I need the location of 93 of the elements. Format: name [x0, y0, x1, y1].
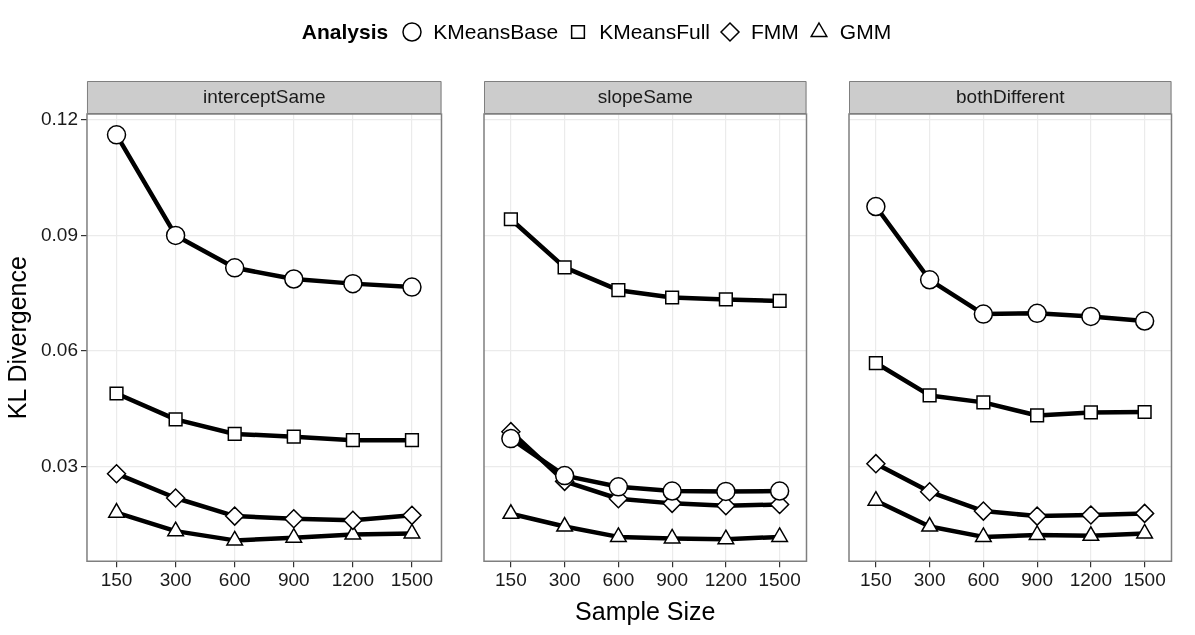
point: [224, 258, 245, 278]
x-tick-label: 300: [913, 568, 946, 590]
x-tick-label: 600: [967, 568, 1000, 590]
point: [611, 283, 626, 298]
point: [665, 290, 680, 305]
point: [608, 477, 629, 497]
x-tick-label: 900: [277, 568, 310, 590]
point: [976, 395, 991, 410]
point: [1027, 303, 1047, 324]
legend-label: GMM: [839, 20, 892, 44]
point: [866, 196, 886, 217]
point: [974, 527, 992, 543]
point: [609, 527, 627, 543]
legend-label: FMM: [751, 20, 799, 44]
point: [165, 488, 186, 508]
point: [1030, 408, 1045, 423]
y-tick-label: 0.03: [41, 454, 78, 476]
x-tick-label: 1500: [1123, 568, 1166, 590]
point: [227, 426, 242, 442]
point: [716, 481, 736, 502]
x-tick-label: 600: [602, 568, 635, 590]
point: [772, 293, 787, 309]
point: [167, 521, 185, 537]
point: [919, 482, 940, 502]
point: [501, 428, 521, 449]
point: [284, 269, 304, 289]
point: [1134, 311, 1155, 331]
point: [109, 386, 124, 401]
point: [717, 529, 735, 545]
point: [168, 412, 183, 427]
x-tick-label: 900: [1021, 568, 1053, 590]
point: [284, 509, 304, 529]
point: [868, 355, 883, 371]
y-tick-label: 0.09: [41, 223, 78, 245]
x-tick-label: 1500: [758, 568, 801, 590]
point: [106, 125, 127, 145]
legend-title: Analysis: [301, 20, 389, 44]
y-axis-title: KL Divergence: [2, 256, 31, 420]
point: [1137, 404, 1152, 420]
y-tick-label: 0.12: [41, 108, 78, 130]
x-tick-label: 1200: [331, 568, 375, 590]
x-tick-label: 300: [548, 568, 581, 590]
point: [557, 260, 572, 275]
x-tick-label: 1200: [704, 568, 748, 590]
point: [404, 433, 420, 448]
point: [973, 304, 994, 324]
legend-label: KMeansBase: [433, 20, 559, 44]
point: [1081, 306, 1101, 327]
point: [662, 481, 682, 501]
point: [919, 270, 940, 290]
point: [106, 463, 127, 484]
x-tick-label: 150: [495, 568, 527, 590]
point: [973, 501, 994, 521]
point: [769, 481, 790, 501]
point: [345, 433, 360, 448]
x-tick-label: 1200: [1069, 568, 1113, 590]
point: [343, 510, 363, 531]
point: [663, 528, 681, 544]
point: [867, 490, 885, 506]
point: [1081, 505, 1101, 525]
y-tick-label: 0.06: [41, 339, 78, 361]
point: [554, 465, 575, 486]
x-tick-label: 600: [218, 568, 251, 590]
point: [1082, 526, 1100, 542]
point: [921, 516, 939, 532]
point: [1083, 405, 1098, 420]
chart-title: slopeSame: [597, 86, 693, 108]
point: [866, 453, 886, 474]
x-tick-label: 900: [656, 568, 688, 590]
point: [502, 504, 520, 520]
point: [402, 277, 422, 297]
point: [922, 388, 937, 403]
point: [718, 292, 733, 307]
chart-title: interceptSame: [202, 86, 326, 108]
point: [556, 516, 574, 532]
legend-label: KMeansFull: [599, 20, 711, 44]
chart-title: bothDifferent: [956, 86, 1066, 108]
point: [1136, 523, 1154, 539]
point: [224, 506, 245, 526]
x-tick-label: 150: [860, 568, 892, 590]
point: [1027, 506, 1047, 526]
point: [286, 429, 301, 444]
point: [165, 225, 186, 246]
point: [503, 212, 518, 227]
x-tick-label: 300: [159, 568, 192, 590]
point: [402, 505, 422, 526]
point: [771, 527, 789, 543]
x-axis-title: Sample Size: [575, 597, 716, 626]
x-tick-label: 150: [100, 568, 133, 590]
point: [343, 273, 363, 294]
x-tick-label: 1500: [390, 568, 434, 590]
point: [1028, 525, 1046, 541]
point: [1134, 503, 1155, 524]
